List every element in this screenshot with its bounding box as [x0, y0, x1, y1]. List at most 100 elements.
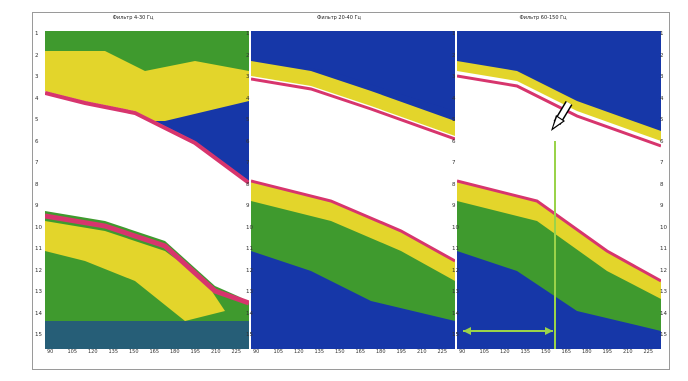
panel-1-depth-tick: 8 — [246, 181, 250, 188]
panel-1-x-tick: 90 — [47, 349, 54, 355]
pointer-arrow-icon — [551, 100, 573, 131]
depth-tick-label: 6 — [35, 138, 39, 145]
panel-2-title: Фильтр 20-40 Гц — [317, 15, 361, 21]
panel-1-image — [45, 31, 249, 349]
panel-3-depth-tick: 1 — [660, 31, 664, 37]
panel-3-depth-tick: 5 — [660, 117, 664, 123]
panel-3-depth-tick: 4 — [660, 95, 664, 102]
panel-3-depth-tick: 8 — [660, 181, 664, 188]
panel-3-depth-tick: 6 — [660, 138, 664, 145]
depth-tick-label: 10 — [35, 224, 42, 231]
panel-2-image — [251, 31, 455, 349]
marker-arrow-right-icon — [545, 327, 553, 335]
panel-2-depth-tick: 13 — [452, 289, 459, 295]
panel-3-depth-tick: 12 — [660, 267, 667, 274]
panel-1-x-tick: 120 — [88, 349, 98, 355]
panel-2-depth-tick: 5 — [452, 117, 456, 123]
panel-3-x-tick: 210 — [623, 349, 633, 355]
depth-tick-label: 4 — [35, 95, 39, 102]
panel-1-depth-tick: 15 — [246, 332, 253, 338]
panel-1-title: Фильтр 4-30 Гц — [112, 15, 154, 21]
panel-3-depth-tick: 3 — [660, 74, 664, 80]
panel-1-depth-tick: 7 — [246, 160, 250, 166]
panel-1-x-tick: 105 — [67, 349, 78, 355]
panel-2-x-tick: 105 — [273, 349, 284, 355]
depth-tick-label: 1 — [35, 31, 39, 37]
depth-tick-label: 2 — [35, 52, 39, 59]
depth-tick-label: 3 — [35, 74, 39, 80]
panel-1-x-tick: 225 — [231, 349, 242, 355]
panel-3-depth-tick: 13 — [660, 289, 667, 295]
panel-2-x-tick: 135 — [314, 349, 325, 355]
panel-1-x-tick: 210 — [211, 349, 221, 355]
panel-3-depth-tick: 14 — [660, 310, 667, 317]
depth-tick-label: 7 — [35, 160, 39, 166]
panel-1-depth-tick: 13 — [246, 289, 253, 295]
panel-2-x-tick: 165 — [355, 349, 366, 355]
panel-1-depth-tick: 12 — [246, 267, 253, 274]
panel-2-depth-tick: 2 — [452, 52, 456, 59]
depth-tick-label: 5 — [35, 117, 39, 123]
panel-3-x-tick: 225 — [643, 349, 654, 355]
panel-2-depth-tick: 1 — [452, 31, 456, 37]
panel-3-depth-tick: 11 — [660, 246, 667, 252]
panel-2-depth-tick: 14 — [452, 310, 459, 317]
panel-2-x-tick: 90 — [253, 349, 260, 355]
panel-3-x-tick: 90 — [459, 349, 466, 355]
panel-2-x-tick: 120 — [294, 349, 304, 355]
panel-3-title: Фильтр 60-150 Гц — [519, 15, 567, 21]
depth-tick-label: 14 — [35, 310, 42, 317]
panel-1-x-tick: 150 — [129, 349, 139, 355]
panel-1-depth-tick: 9 — [246, 203, 250, 209]
panel-2-x-tick: 225 — [437, 349, 448, 355]
depth-tick-label: 15 — [35, 332, 42, 338]
depth-tick-label: 12 — [35, 267, 42, 274]
panel-2-depth-tick: 3 — [452, 74, 456, 80]
panel-1-depth-tick: 4 — [246, 95, 250, 102]
panel-1-x-tick: 180 — [170, 349, 180, 355]
depth-tick-label: 8 — [35, 181, 39, 188]
panel-3-x-tick: 135 — [520, 349, 531, 355]
panel-3-x-tick: 120 — [500, 349, 510, 355]
panel-3-x-tick: 165 — [561, 349, 572, 355]
panel-1-depth-tick: 2 — [246, 52, 250, 59]
panel-2-depth-tick: 15 — [452, 332, 459, 338]
panel-2-x-tick: 195 — [396, 349, 407, 355]
marker-arrow-left-icon — [463, 327, 471, 335]
panel-1-depth-tick: 3 — [246, 74, 250, 80]
panel-1-x-tick: 165 — [149, 349, 160, 355]
panel-1-depth-tick: 6 — [246, 138, 250, 145]
depth-tick-label: 13 — [35, 289, 42, 295]
panel-1-depth-tick: 11 — [246, 246, 253, 252]
panel-3-depth-tick: 7 — [660, 160, 664, 166]
panel-1-depth-tick: 1 — [246, 31, 250, 37]
panel-3-x-tick: 105 — [479, 349, 490, 355]
panel-2-depth-tick: 11 — [452, 246, 459, 252]
panel-3-image — [457, 31, 661, 349]
panel-1-x-tick: 195 — [190, 349, 201, 355]
panel-2-depth-tick: 12 — [452, 267, 459, 274]
panel-3-depth-tick: 15 — [660, 332, 667, 338]
panel-2-depth-tick: 4 — [452, 95, 456, 102]
depth-tick-label: 9 — [35, 203, 39, 209]
panel-2-x-tick: 180 — [376, 349, 386, 355]
depth-tick-label: 11 — [35, 246, 42, 252]
panel-2-depth-tick: 6 — [452, 138, 456, 145]
panel-3-x-tick: 150 — [541, 349, 551, 355]
panel-1-depth-tick: 10 — [246, 224, 253, 231]
panel-3-x-tick: 180 — [582, 349, 592, 355]
panel-2-x-tick: 210 — [417, 349, 427, 355]
panel-1-depth-tick: 5 — [246, 117, 250, 123]
panel-3-depth-tick: 10 — [660, 224, 667, 231]
panel-2-depth-tick: 9 — [452, 203, 456, 209]
panel-3-depth-tick: 2 — [660, 52, 664, 59]
panel-2-depth-tick: 7 — [452, 160, 456, 166]
panel-2-depth-tick: 8 — [452, 181, 456, 188]
panel-2-x-tick: 150 — [335, 349, 345, 355]
panel-3-depth-tick: 9 — [660, 203, 664, 209]
panel-2-depth-tick: 10 — [452, 224, 459, 231]
figure-frame: Фильтр 4-30 Гц Фильтр 20-40 Гц Фильтр 60… — [32, 12, 670, 370]
panel-1-x-tick: 135 — [108, 349, 119, 355]
panel-3-x-tick: 195 — [602, 349, 613, 355]
panel-1-depth-tick: 14 — [246, 310, 253, 317]
